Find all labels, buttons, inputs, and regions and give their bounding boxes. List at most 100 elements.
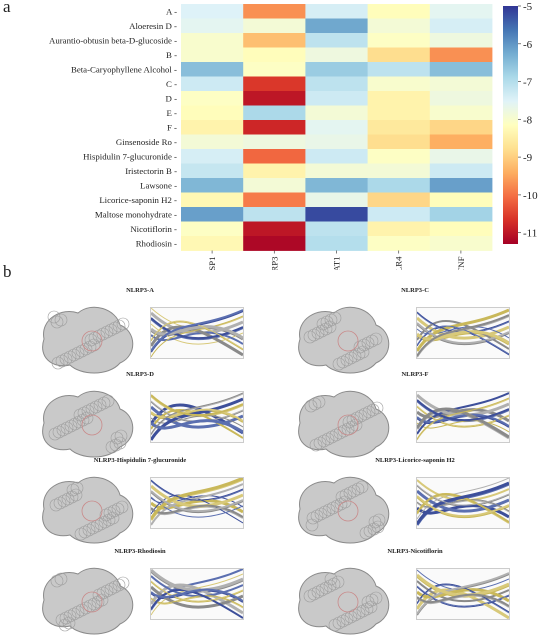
heatmap-cell <box>305 178 368 193</box>
col-label: TNF <box>456 256 466 270</box>
protein-surface-image <box>34 558 144 643</box>
panel-b-label: b <box>3 262 12 281</box>
colorbar-tick-label: -10 <box>523 190 538 202</box>
protein-surface-image <box>290 558 400 643</box>
heatmap-cell <box>305 192 368 208</box>
colorbar-tick-label: -6 <box>523 39 533 51</box>
heatmap-cell <box>305 105 368 121</box>
protein-surface-image <box>290 381 400 466</box>
heatmap-cell <box>429 236 493 251</box>
heatmap-cell <box>243 62 306 77</box>
binding-site-zoom-image <box>416 568 510 620</box>
heatmap-cell <box>181 192 244 208</box>
heatmap-cell <box>429 62 493 77</box>
row-label: A - <box>166 6 177 16</box>
heatmap-cell <box>181 149 244 164</box>
heatmap-cell <box>305 33 368 48</box>
protein-surface-image <box>290 467 400 552</box>
heatmap-cell <box>243 4 306 19</box>
heatmap-cell <box>367 221 431 237</box>
binding-site-zoom-image <box>416 307 510 359</box>
heatmap-cell <box>305 18 368 34</box>
row-label: B - <box>166 50 177 60</box>
heatmap-cell <box>305 163 368 179</box>
docking-title: NLRP3-Nicotiflorin <box>387 548 443 555</box>
heatmap-cell <box>305 134 368 150</box>
heatmap-cell <box>181 4 244 19</box>
binding-site-zoom-image <box>150 307 244 359</box>
row-label: Rhodiosin - <box>136 238 177 248</box>
heatmap-cell <box>181 62 244 77</box>
colorbar-tick-label: -5 <box>523 1 533 13</box>
docking-title: NLRP3-Hispidulin 7-glucuronide <box>93 457 187 464</box>
col-label: CASP1 <box>207 257 217 271</box>
heatmap-cell <box>305 221 368 237</box>
heatmap-cell <box>429 134 493 150</box>
heatmap-cell <box>243 91 306 106</box>
heatmap-cell <box>243 47 306 63</box>
heatmap-cell <box>243 163 306 179</box>
docking-title: NLRP3-C <box>401 287 429 294</box>
binding-site-zoom-image <box>150 477 244 529</box>
col-label: NLRP3 <box>269 256 279 270</box>
row-label: Beta-Caryophyllene Alcohol - <box>71 64 177 74</box>
heatmap-cell <box>305 149 368 164</box>
heatmap-cell <box>181 134 244 150</box>
colorbar-tick-label: -8 <box>523 114 533 126</box>
heatmap-cell <box>367 62 431 77</box>
heatmap-cell <box>367 178 431 193</box>
heatmap-cell <box>243 105 306 121</box>
heatmap-cell <box>429 192 493 208</box>
heatmap-cell <box>243 76 306 92</box>
row-label: F - <box>167 122 177 132</box>
heatmap-cell <box>243 236 306 251</box>
heatmap-cell <box>429 105 493 121</box>
protein-surface-image <box>34 467 144 552</box>
heatmap-cell <box>367 149 431 164</box>
row-label: Maltose monohydrate - <box>95 209 177 219</box>
heatmap-cell <box>181 163 244 179</box>
heatmap-cell <box>305 91 368 106</box>
heatmap-cell <box>305 236 368 251</box>
row-label: Hispidulin 7-glucuronide - <box>83 151 177 161</box>
heatmap-cell <box>429 207 493 222</box>
heatmap-cell <box>181 120 244 135</box>
row-label: C - <box>166 79 177 89</box>
heatmap-cell <box>367 33 431 48</box>
heatmap-cell <box>305 120 368 135</box>
heatmap-cell <box>367 105 431 121</box>
heatmap-cell <box>429 4 493 19</box>
binding-site-zoom-image <box>416 391 510 443</box>
row-label: D - <box>166 93 178 103</box>
row-label: Aurantio-obtusin beta-D-glucoside - <box>49 35 177 45</box>
docking-title: NLRP3-Licorice-saponin H2 <box>375 457 455 464</box>
row-label: Iristectorin B - <box>125 166 177 176</box>
row-label: Nicotiflorin - <box>130 224 177 234</box>
panel-a-label: a <box>3 0 11 16</box>
heatmap-cell <box>429 178 493 193</box>
heatmap-cell <box>429 149 493 164</box>
heatmap-cell <box>367 76 431 92</box>
colorbar-tick-label: -11 <box>523 228 537 240</box>
heatmap-cell <box>367 163 431 179</box>
heatmap-cell <box>429 18 493 34</box>
heatmap-cell <box>367 91 431 106</box>
heatmap-cell <box>243 221 306 237</box>
heatmap-cell <box>367 4 431 19</box>
col-label: TLR4 <box>394 256 404 270</box>
heatmap-cell <box>305 207 368 222</box>
heatmap-cell <box>181 178 244 193</box>
heatmap-cell <box>243 192 306 208</box>
row-label: Aloeresin D - <box>129 21 177 31</box>
col-label: STAT1 <box>332 257 342 271</box>
heatmap-cell <box>181 105 244 121</box>
heatmap-cell <box>181 207 244 222</box>
protein-surface-image <box>34 297 144 382</box>
heatmap-cell <box>243 120 306 135</box>
heatmap-cell <box>305 76 368 92</box>
heatmap-cell <box>181 91 244 106</box>
binding-site-zoom-image <box>416 477 510 529</box>
docking-title: NLRP3-A <box>126 287 154 294</box>
colorbar <box>503 6 518 244</box>
heatmap-cell <box>429 33 493 48</box>
